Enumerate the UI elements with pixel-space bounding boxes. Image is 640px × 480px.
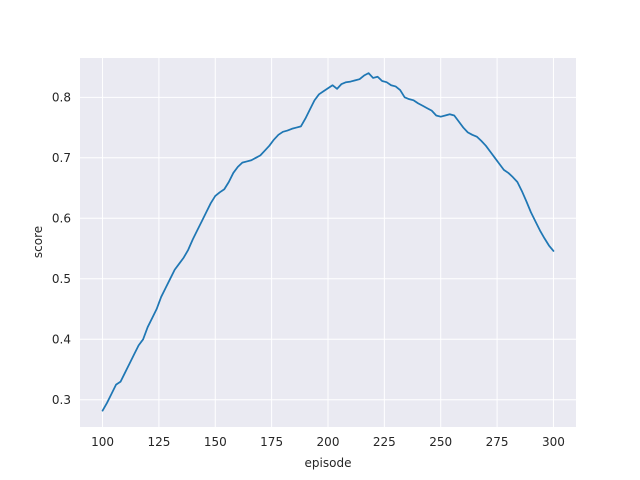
y-tick-label: 0.3 — [52, 393, 71, 407]
y-tick-label: 0.6 — [52, 211, 71, 225]
y-tick-label: 0.7 — [52, 151, 71, 165]
x-tick-label: 100 — [91, 435, 114, 449]
series-line — [101, 72, 555, 412]
x-tick-label: 175 — [260, 435, 283, 449]
y-tick-label: 0.5 — [52, 272, 71, 286]
x-tick-label: 150 — [204, 435, 227, 449]
y-tick-label: 0.4 — [52, 332, 71, 346]
x-axis-label: episode — [305, 456, 352, 470]
x-tick-labels: 100 125 150 175 200 225 250 275 300 — [91, 435, 565, 449]
y-tick-label: 0.8 — [52, 90, 71, 104]
x-tick-label: 225 — [373, 435, 396, 449]
x-tick-label: 275 — [486, 435, 509, 449]
x-tick-label: 200 — [317, 435, 340, 449]
grid-lines — [80, 58, 576, 427]
x-tick-label: 250 — [429, 435, 452, 449]
y-tick-labels: 0.3 0.4 0.5 0.6 0.7 0.8 — [52, 90, 71, 406]
y-axis-label: score — [31, 226, 45, 258]
x-tick-label: 125 — [147, 435, 170, 449]
x-tick-label: 300 — [542, 435, 565, 449]
